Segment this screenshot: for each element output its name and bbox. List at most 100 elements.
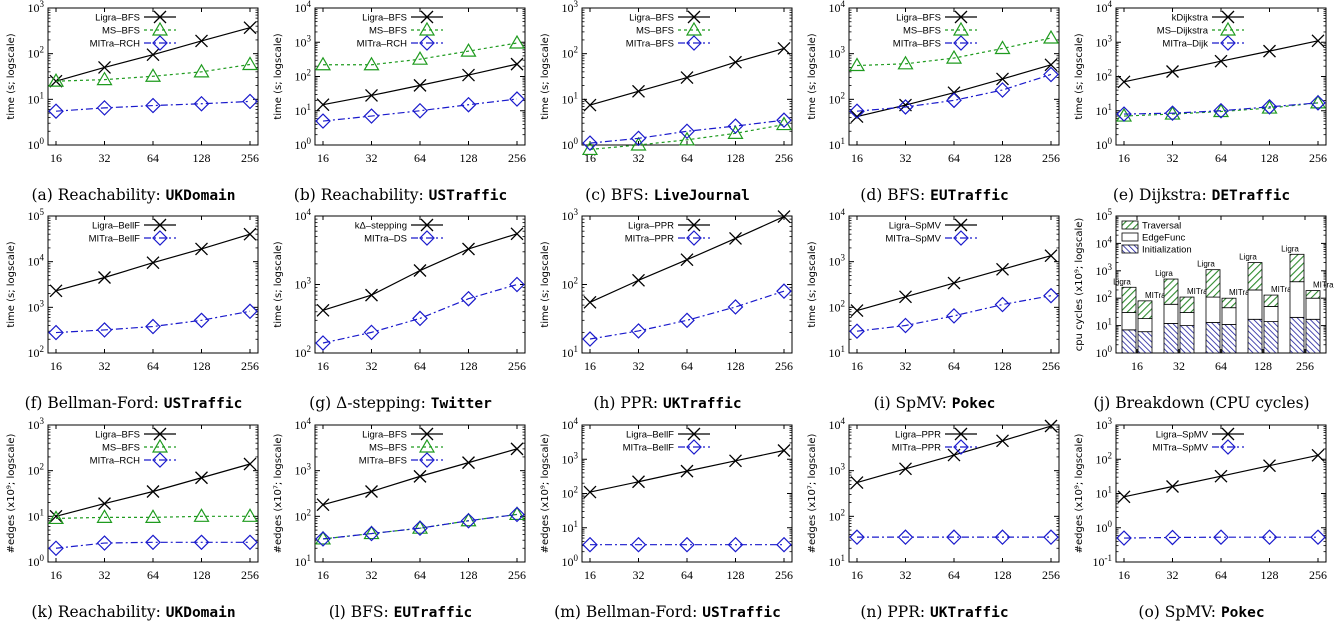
legend-label: MS–BFS [369,443,407,454]
y-axis-label: time (s; logscale) [273,33,284,119]
bar-traversal [1247,262,1263,291]
series-ligra [49,457,257,523]
legend-marker [685,21,703,36]
data-point [630,136,647,151]
data-point [96,71,113,86]
x-tick-label: 64 [948,151,960,165]
data-point [996,262,1009,276]
data-point [49,284,63,298]
bar-initialization [1163,323,1179,354]
x-tick-label: 256 [241,568,259,582]
bar-edgefunc [1263,306,1279,322]
data-point [630,130,647,147]
legend-label: Ligra–PPR [895,430,941,441]
series-line [589,119,785,144]
series-line [322,63,518,106]
chart-svg: 100 101 102 103 16 32 64 128 256 time (s; logscal… [540,0,793,165]
x-tick-label: 16 [1118,151,1130,165]
caption-dataset: UKTraffic [930,605,1009,621]
data-point [98,497,111,511]
legend-swatch [1121,244,1139,254]
series-ligra [583,42,791,112]
panel-caption: (d) BFS: EUTraffic [801,186,1068,204]
x-tick-label: 32 [900,359,912,373]
data-point [412,310,428,327]
bar-traversal [1289,253,1305,283]
data-point [193,534,210,551]
series-line [1123,536,1318,539]
chart-svg: 101 102 103 16 32 64 128 256 time (s; logscale) L… [540,207,793,373]
legend-marker [1221,427,1235,441]
x-tick-label: 32 [633,568,645,582]
bar-initialization [1221,324,1237,354]
chart-svg: 100 101 102 103 104 16 32 64 128 256 #edges (x10⁹;… [540,416,793,582]
data-point [145,318,161,335]
chart-svg: 102 103 104 16 32 64 128 256 time (s; logscale) k… [273,207,526,373]
chart-panel: 100 101 102 103 104 16 32 64 128 256 time (s; logs… [1068,0,1335,208]
data-point [994,40,1011,55]
y-tick-label: 101 [829,553,846,569]
y-tick-label: 101 [295,102,312,118]
y-tick-label: 101 [28,507,45,523]
data-point [509,91,525,107]
x-tick-label: 16 [317,568,329,582]
legend-label: MITra–DS [364,234,407,245]
data-point [632,273,645,287]
panel-caption: (a) Reachability: UKDomain [0,186,267,204]
x-tick-label: 32 [99,151,111,165]
caption-prefix: (n) PPR: [860,603,931,621]
y-axis-label: #edges (x10⁹; logscale) [6,434,17,554]
data-point [460,42,477,57]
data-point [777,210,791,224]
x-tick-label: 32 [366,359,378,373]
data-point [509,506,525,523]
data-point [460,512,477,529]
data-point [1214,54,1228,68]
legend-label: MITra–BFS [893,39,941,50]
y-tick-label: 103 [295,33,312,49]
chart-panel: 100 101 102 103 104 16 32 64 128 256 #edges (x10⁹;… [534,416,801,625]
panel-caption: (c) BFS: LiveJournal [534,186,801,204]
series-line [322,283,518,344]
data-point [96,322,113,338]
bar-edgefunc [1179,312,1195,327]
series-ligra [850,419,1058,489]
x-tick-label: 32 [366,568,378,582]
x-tick-label: 32 [1167,151,1179,165]
caption-prefix: (h) PPR: [593,394,664,412]
chart-panel: 10-1 100 101 102 103 16 32 64 128 256 #edges (x10⁹… [1068,416,1335,625]
series-mitra [849,529,1059,546]
y-tick-label: 103 [562,0,579,15]
legend-marker [954,10,968,24]
data-point [98,271,111,284]
legend-marker [419,35,435,51]
chart-panel: 101 102 103 104 16 32 64 128 256 #edges (x10⁷; lo… [801,416,1068,625]
panel-caption: (e) Dijkstra: DETraffic [1068,186,1335,204]
series-mitra [849,66,1059,120]
legend-label: MITra–SpMV [885,234,941,245]
x-tick-label: 256 [241,359,259,373]
series-ms [47,508,259,525]
data-point [583,485,597,499]
data-point [315,531,331,547]
data-point [582,135,598,151]
caption-dataset: EUTraffic [930,188,1009,204]
legend-label: EdgeFunc [1142,233,1186,244]
data-point [363,525,380,542]
data-point [680,71,694,85]
x-tick-label: 256 [1042,151,1060,165]
bar-label: MITra [1145,291,1166,300]
data-point [195,242,208,256]
data-point [899,98,912,112]
data-point [947,276,961,290]
y-tick-label: 104 [295,416,312,432]
caption-prefix: (b) Reachability: [293,186,429,204]
y-tick-label: 101 [829,344,846,360]
bar-edgefunc [1305,297,1321,320]
data-point [1117,75,1131,89]
chart-svg: 101 102 103 104 16 32 64 128 256 time (s; logscal… [807,0,1060,165]
chart-panel: 100 101 102 103 16 32 64 128 256 time (s; logscal… [534,0,801,208]
data-point [146,256,160,270]
data-point [776,536,792,553]
y-tick-label: 104 [28,253,45,269]
